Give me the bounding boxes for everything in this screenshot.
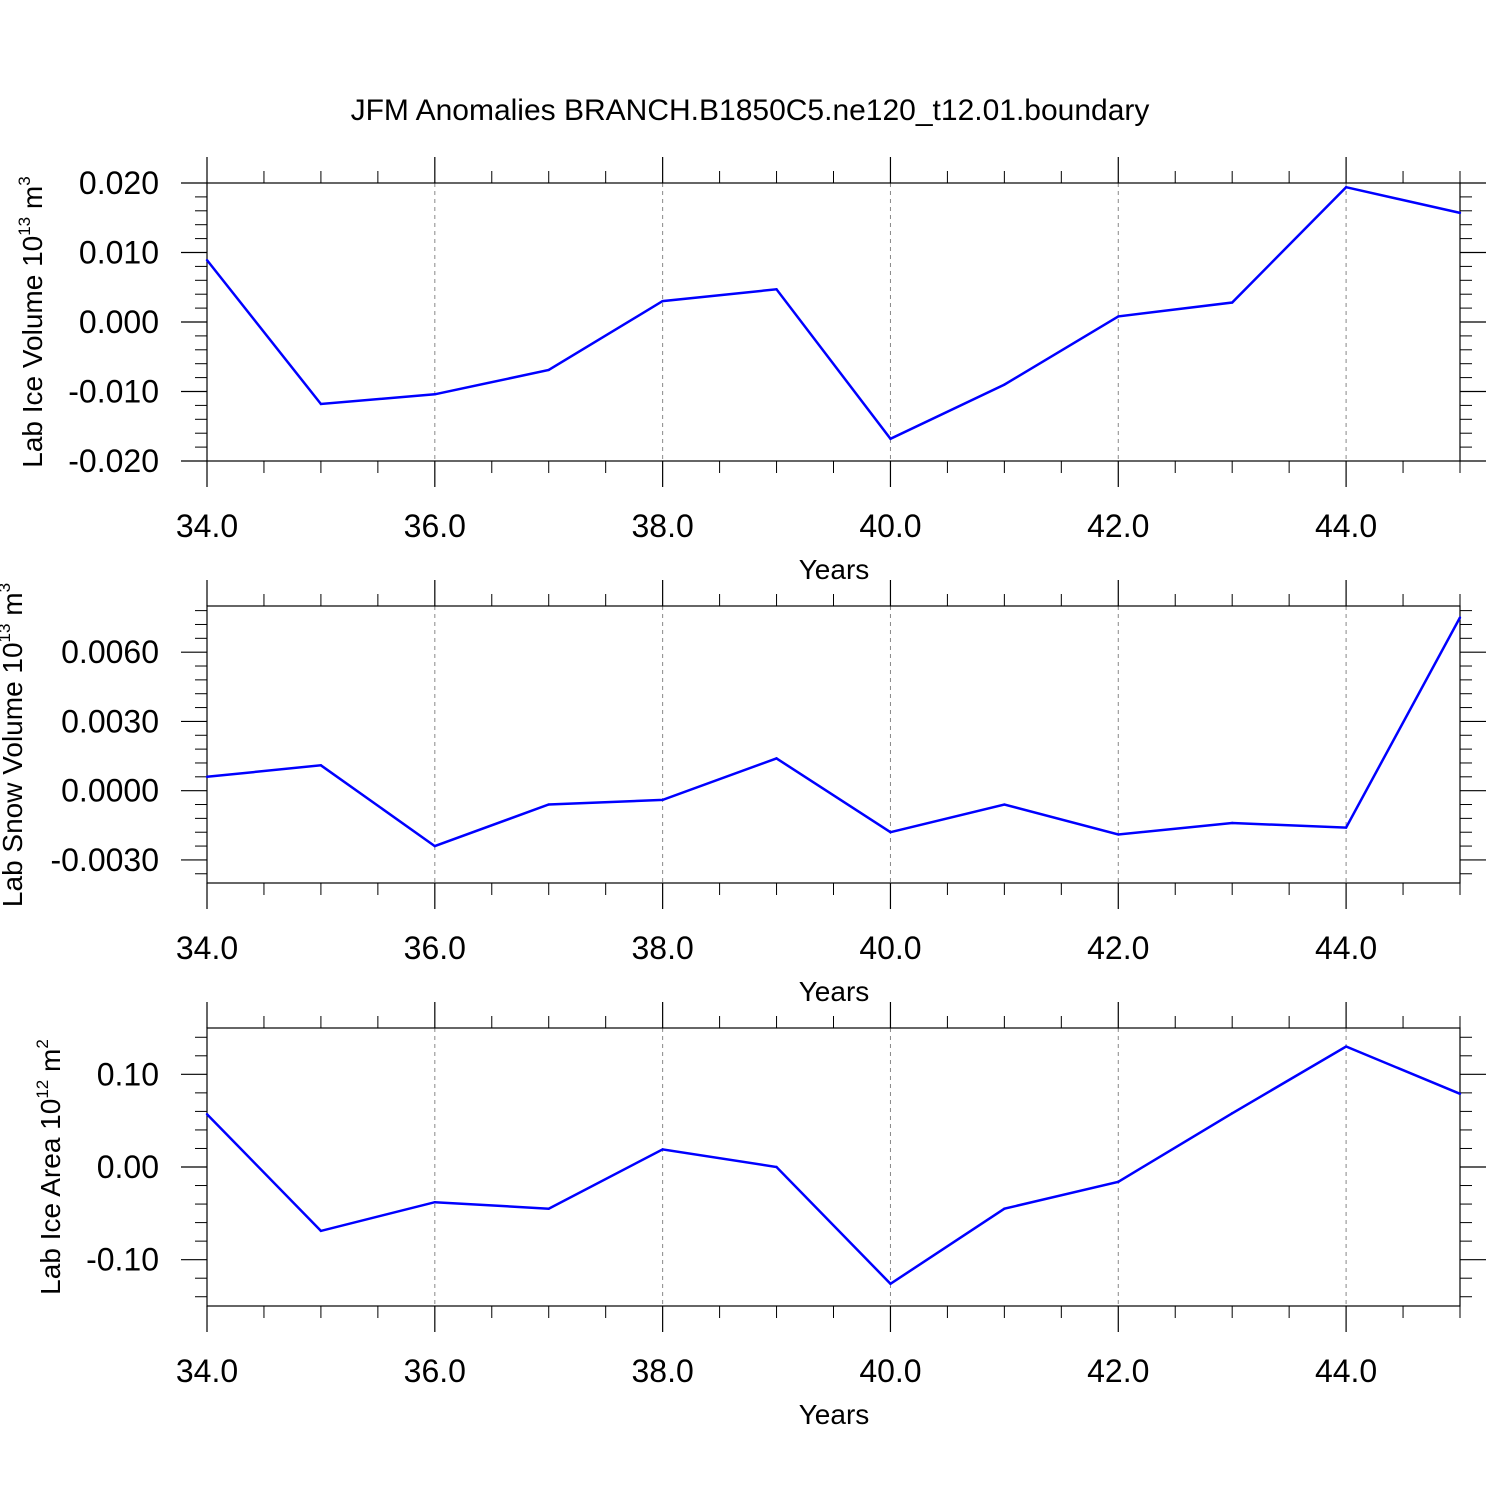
y-axis-title-unit-exponent: 3 — [0, 583, 14, 592]
x-tick-label: 34.0 — [176, 930, 238, 966]
x-axis-title: Years — [799, 976, 870, 1007]
y-axis-title: Lab Snow Volume 1013 m3 — [0, 583, 28, 907]
x-tick-label: 44.0 — [1315, 508, 1377, 544]
y-tick-label: -0.010 — [68, 374, 159, 410]
figure-title: JFM Anomalies BRANCH.B1850C5.ne120_t12.0… — [351, 94, 1150, 127]
data-point — [205, 258, 209, 262]
data-point — [205, 775, 209, 779]
x-tick-label: 34.0 — [176, 1353, 238, 1389]
plot-frame — [206, 605, 1461, 884]
data-point — [1230, 301, 1234, 304]
data-point — [889, 437, 892, 440]
x-tick-label: 40.0 — [859, 1353, 921, 1389]
data-point — [433, 844, 437, 848]
data-point — [1344, 826, 1348, 829]
panel-1: 0.020 0.010 0.000 -0.010 -0.020 34.0 36.0 38.0 4… — [15, 157, 1486, 585]
y-axis-title-unit: m — [0, 592, 28, 623]
panels: 0.020 0.010 0.000 -0.010 -0.020 34.0 36.0 38.0 4… — [0, 157, 1486, 1430]
y-axis-title-unit-exponent: 3 — [15, 176, 34, 185]
data-point — [661, 798, 664, 802]
data-point — [1458, 1092, 1462, 1095]
data-point — [889, 831, 892, 834]
x-axis-title: Years — [799, 1399, 870, 1430]
y-axis-title-unit-exponent: 2 — [33, 1039, 52, 1048]
data-point — [433, 1201, 437, 1204]
data-point — [547, 803, 550, 806]
data-point — [775, 1165, 778, 1169]
data-point — [319, 402, 323, 406]
data-point — [319, 1229, 323, 1233]
y-axis-title-exponent: 12 — [33, 1080, 52, 1099]
x-tick-label: 44.0 — [1315, 1353, 1377, 1389]
x-axis-title: Years — [799, 554, 870, 585]
x-tick-label: 38.0 — [631, 1353, 693, 1389]
y-axis-title-unit: m — [17, 186, 48, 217]
data-point — [1003, 803, 1006, 806]
y-tick-label: -0.020 — [68, 443, 159, 479]
series-line — [206, 616, 1462, 848]
x-tick-label: 42.0 — [1087, 1353, 1149, 1389]
y-tick-label: 0.0060 — [61, 634, 159, 670]
x-tick-label: 36.0 — [404, 508, 466, 544]
data-point — [1230, 821, 1234, 825]
y-axis-title-main: Lab Ice Area 10 — [35, 1099, 66, 1295]
data-point — [1230, 1112, 1234, 1115]
plot-frame — [206, 1027, 1461, 1307]
x-tick-label: 42.0 — [1087, 930, 1149, 966]
y-tick-label: 0.00 — [97, 1149, 159, 1185]
y-tick-label: 0.10 — [97, 1056, 159, 1092]
y-tick-label: 0.010 — [79, 235, 159, 271]
data-point — [1117, 315, 1120, 318]
data-point — [319, 764, 323, 767]
y-tick-label: -0.10 — [86, 1242, 159, 1278]
y-axis-title: Lab Ice Area 1012 m2 — [33, 1039, 66, 1295]
x-tick-label: 40.0 — [859, 930, 921, 966]
x-tick-label: 38.0 — [631, 508, 693, 544]
x-tick-label: 44.0 — [1315, 930, 1377, 966]
data-point — [547, 368, 550, 372]
y-axis-title-main: Lab Snow Volume 10 — [0, 642, 28, 907]
y-axis-title: Lab Ice Volume 1013 m3 — [15, 176, 48, 467]
y-tick-label: 0.0030 — [61, 703, 159, 739]
data-point — [775, 288, 778, 291]
y-axis-title-unit: m — [35, 1049, 66, 1080]
x-tick-label: 34.0 — [176, 508, 238, 544]
y-axis-title-exponent: 13 — [0, 624, 14, 643]
data-point — [1117, 1180, 1120, 1184]
data-point — [1117, 833, 1120, 836]
series-line — [206, 1045, 1461, 1286]
data-point — [1458, 616, 1462, 619]
x-tick-label: 40.0 — [859, 508, 921, 544]
x-tick-label: 42.0 — [1087, 508, 1149, 544]
data-point — [1003, 1207, 1006, 1210]
data-point — [1344, 1045, 1348, 1048]
data-point — [775, 757, 778, 760]
data-point — [661, 299, 664, 303]
data-point — [205, 1112, 209, 1116]
y-tick-label: -0.0030 — [50, 842, 159, 878]
x-tick-label: 36.0 — [404, 1353, 466, 1389]
x-tick-label: 38.0 — [631, 930, 693, 966]
data-point — [661, 1148, 664, 1151]
y-axis-title-main: Lab Ice Volume 10 — [17, 236, 48, 468]
data-point — [1458, 211, 1462, 215]
data-point — [547, 1207, 550, 1210]
x-tick-label: 36.0 — [404, 930, 466, 966]
data-point — [433, 393, 437, 396]
y-tick-label: 0.020 — [79, 165, 159, 201]
panel-2: 0.0060 0.0030 0.0000 -0.0030 34.0 36.0 38.0 40.… — [0, 580, 1486, 1007]
data-point — [1003, 383, 1006, 386]
y-tick-label: 0.000 — [79, 304, 159, 340]
panel-3: 0.10 0.00 -0.10 34.0 36.0 38.0 40.0 42.0 44.0 Yea… — [33, 1002, 1486, 1430]
plot-frame — [206, 182, 1461, 462]
data-point — [889, 1282, 892, 1285]
data-point — [1344, 185, 1348, 189]
series-line — [206, 185, 1461, 441]
y-tick-label: 0.0000 — [61, 773, 159, 809]
y-axis-title-exponent: 13 — [15, 217, 34, 236]
